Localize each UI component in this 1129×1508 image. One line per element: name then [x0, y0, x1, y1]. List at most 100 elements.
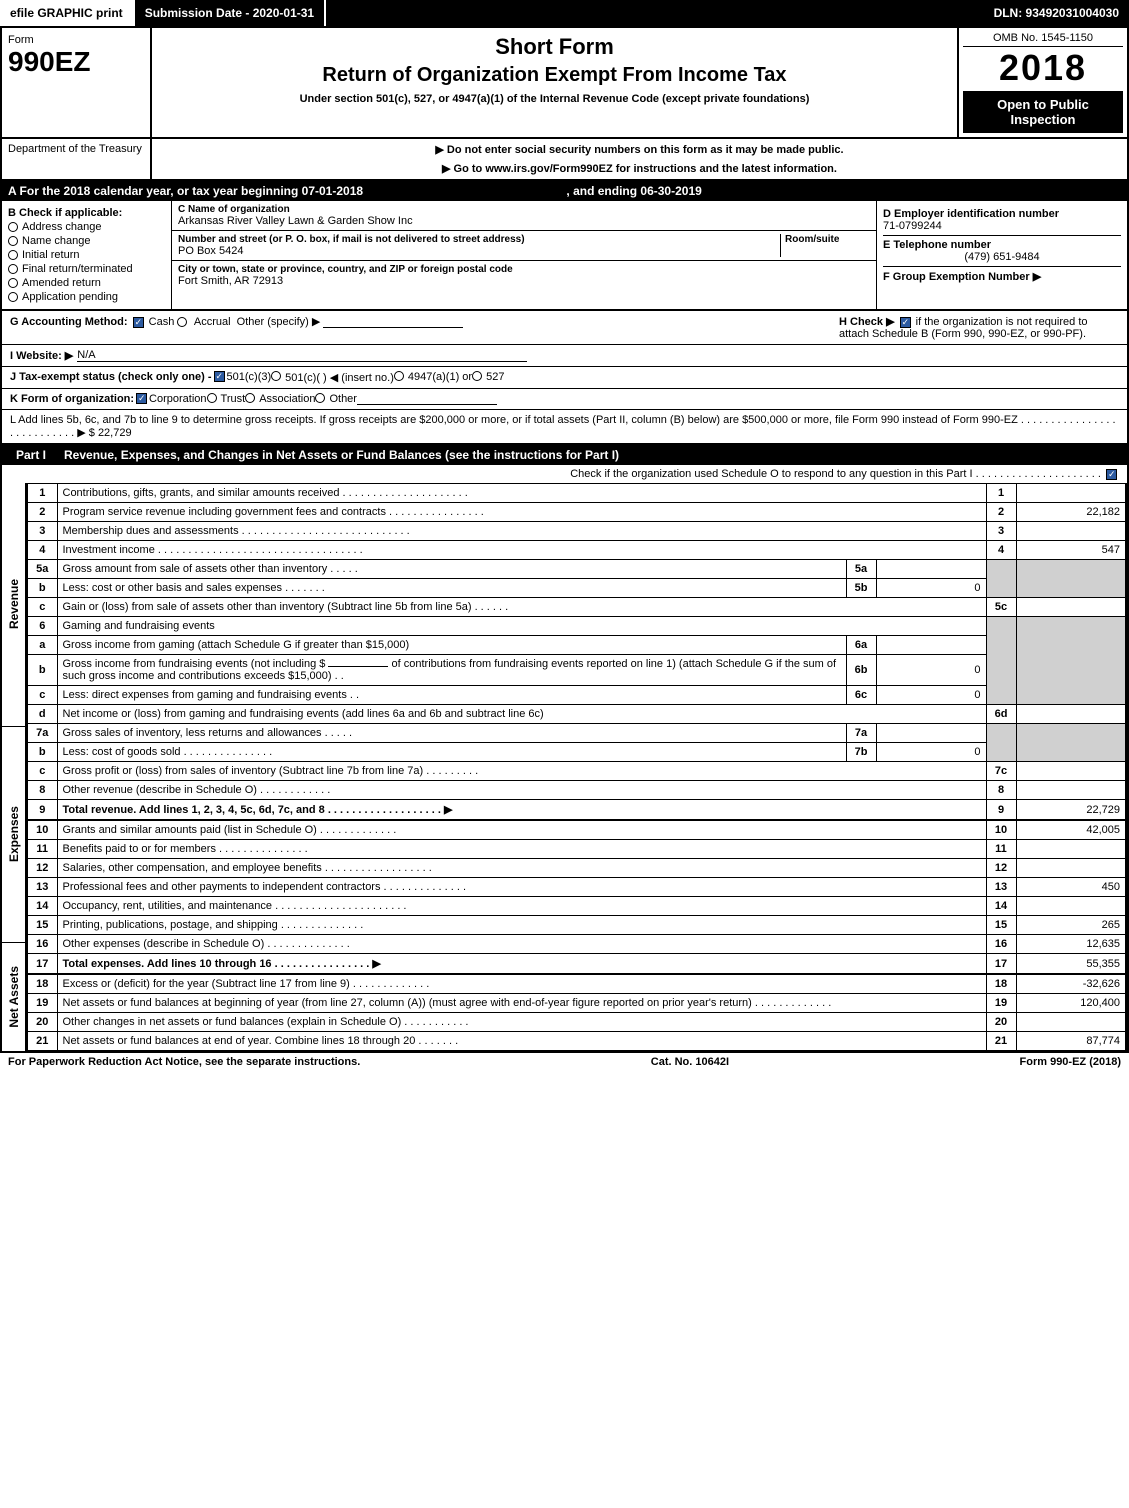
- footer-form-ref: Form 990-EZ (2018): [1020, 1056, 1121, 1068]
- chk-address-change[interactable]: Address change: [8, 221, 165, 233]
- line-13: 13Professional fees and other payments t…: [27, 878, 1126, 897]
- return-title: Return of Organization Exempt From Incom…: [158, 64, 951, 87]
- chk-amended-return[interactable]: Amended return: [8, 277, 165, 289]
- ssn-warning: ▶ Do not enter social security numbers o…: [156, 143, 1123, 156]
- line-12: 12Salaries, other compensation, and empl…: [27, 859, 1126, 878]
- cash-label: Cash: [149, 316, 175, 328]
- line-6b-text1: Gross income from fundraising events (no…: [63, 658, 326, 670]
- chk-accrual[interactable]: [177, 317, 187, 327]
- part-1-header: Part I Revenue, Expenses, and Changes in…: [0, 445, 1129, 465]
- chk-corporation[interactable]: [136, 393, 147, 404]
- j-label: J Tax-exempt status (check only one) -: [10, 371, 212, 384]
- line-8: 8Other revenue (describe in Schedule O) …: [27, 781, 1126, 800]
- topbar-spacer: [326, 0, 983, 26]
- chk-other-org[interactable]: [315, 393, 325, 403]
- part-1-title: Revenue, Expenses, and Changes in Net As…: [64, 448, 619, 462]
- section-i: I Website: ▶ N/A: [0, 345, 1129, 367]
- line-5c: cGain or (loss) from sale of assets othe…: [27, 598, 1126, 617]
- corp-label: Corporation: [149, 393, 206, 405]
- initial-return-label: Initial return: [22, 249, 79, 261]
- line-15: 15Printing, publications, postage, and s…: [27, 916, 1126, 935]
- room-label: Room/suite: [785, 234, 870, 245]
- street-value: PO Box 5424: [178, 245, 780, 257]
- line-7c: cGross profit or (loss) from sales of in…: [27, 762, 1126, 781]
- chk-cash[interactable]: [133, 317, 144, 328]
- final-return-label: Final return/terminated: [22, 263, 133, 275]
- j-501c-label: 501(c)( ) ◀ (insert no.): [285, 371, 394, 384]
- ein-value: 71-0799244: [883, 220, 1121, 232]
- j-4947-label: 4947(a)(1) or: [408, 371, 472, 384]
- ein-row: D Employer identification number 71-0799…: [883, 205, 1121, 236]
- line-20: 20Other changes in net assets or fund ba…: [27, 1013, 1126, 1032]
- other-org-line[interactable]: [357, 393, 497, 405]
- org-name-label: C Name of organization: [178, 204, 870, 215]
- chk-trust[interactable]: [207, 393, 217, 403]
- line-6b-blank[interactable]: [328, 666, 388, 667]
- other-org-label: Other: [329, 393, 357, 405]
- line-6: 6Gaming and fundraising events: [27, 617, 1126, 636]
- line-6a: aGross income from gaming (attach Schedu…: [27, 636, 1126, 655]
- period-begin: A For the 2018 calendar year, or tax yea…: [8, 184, 363, 198]
- tab-revenue: Revenue: [5, 575, 23, 633]
- chk-527[interactable]: [472, 371, 482, 381]
- schedule-o-check-row: Check if the organization used Schedule …: [0, 465, 1129, 483]
- form-label: Form: [8, 34, 144, 46]
- city-row: City or town, state or province, country…: [172, 261, 876, 290]
- line-9: 9Total revenue. Add lines 1, 2, 3, 4, 5c…: [27, 800, 1126, 821]
- other-specify-line[interactable]: [323, 327, 463, 328]
- chk-schedule-o[interactable]: [1106, 469, 1117, 480]
- section-tabs: Revenue Expenses Net Assets: [2, 483, 26, 1051]
- form-header: Form 990EZ Short Form Return of Organiza…: [0, 26, 1129, 139]
- omb-number: OMB No. 1545-1150: [963, 32, 1123, 47]
- group-exemption-row: F Group Exemption Number ▶: [883, 267, 1121, 286]
- schedule-o-text: Check if the organization used Schedule …: [570, 468, 1101, 480]
- phone-value: (479) 651-9484: [883, 251, 1121, 263]
- section-k: K Form of organization: Corporation Trus…: [0, 389, 1129, 410]
- chk-name-change[interactable]: Name change: [8, 235, 165, 247]
- chk-501c3[interactable]: [214, 371, 225, 382]
- application-pending-label: Application pending: [22, 291, 118, 303]
- lines-table: 1Contributions, gifts, grants, and simil…: [26, 483, 1127, 1051]
- line-16: 16Other expenses (describe in Schedule O…: [27, 935, 1126, 954]
- page-footer: For Paperwork Reduction Act Notice, see …: [0, 1051, 1129, 1071]
- part-1-label: Part I: [8, 448, 54, 462]
- header-mid: Short Form Return of Organization Exempt…: [152, 28, 957, 137]
- org-info-block: B Check if applicable: Address change Na…: [0, 201, 1129, 311]
- line-10: 10Grants and similar amounts paid (list …: [27, 820, 1126, 840]
- line-7a: 7aGross sales of inventory, less returns…: [27, 724, 1126, 743]
- chk-4947[interactable]: [394, 371, 404, 381]
- line-18: 18Excess or (deficit) for the year (Subt…: [27, 974, 1126, 994]
- line-6c: cLess: direct expenses from gaming and f…: [27, 686, 1126, 705]
- chk-501c[interactable]: [271, 371, 281, 381]
- city-value: Fort Smith, AR 72913: [178, 275, 870, 287]
- footer-cat-no: Cat. No. 10642I: [360, 1056, 1019, 1068]
- name-change-label: Name change: [22, 235, 91, 247]
- l-amount: $ 22,729: [89, 427, 132, 439]
- j-501c3-label: 501(c)(3): [227, 371, 272, 384]
- section-b-label: B Check if applicable:: [8, 207, 165, 219]
- k-label: K Form of organization:: [10, 393, 134, 405]
- chk-application-pending[interactable]: Application pending: [8, 291, 165, 303]
- line-11: 11Benefits paid to or for members . . . …: [27, 840, 1126, 859]
- ein-label: D Employer identification number: [883, 208, 1121, 220]
- line-19: 19Net assets or fund balances at beginni…: [27, 994, 1126, 1013]
- instructions-link-row: ▶ Go to www.irs.gov/Form990EZ for instru…: [156, 162, 1123, 175]
- line-1: 1Contributions, gifts, grants, and simil…: [27, 484, 1126, 503]
- line-6d: dNet income or (loss) from gaming and fu…: [27, 705, 1126, 724]
- website-value: N/A: [77, 349, 527, 362]
- footer-left: For Paperwork Reduction Act Notice, see …: [8, 1056, 360, 1068]
- tax-year: 2018: [963, 47, 1123, 89]
- chk-association[interactable]: [245, 393, 255, 403]
- chk-final-return[interactable]: Final return/terminated: [8, 263, 165, 275]
- phone-row: E Telephone number (479) 651-9484: [883, 236, 1121, 267]
- line-6b: b Gross income from fundraising events (…: [27, 655, 1126, 686]
- section-l: L Add lines 5b, 6c, and 7b to line 9 to …: [0, 410, 1129, 445]
- chk-initial-return[interactable]: Initial return: [8, 249, 165, 261]
- accrual-label: Accrual: [194, 316, 231, 328]
- phone-label: E Telephone number: [883, 239, 1121, 251]
- dln-segment: DLN: 93492031004030: [984, 0, 1129, 26]
- chk-schedule-b[interactable]: [900, 317, 911, 328]
- city-label: City or town, state or province, country…: [178, 264, 870, 275]
- street-label: Number and street (or P. O. box, if mail…: [178, 234, 780, 245]
- instructions-text: ▶ Go to www.irs.gov/Form990EZ for instru…: [442, 163, 837, 175]
